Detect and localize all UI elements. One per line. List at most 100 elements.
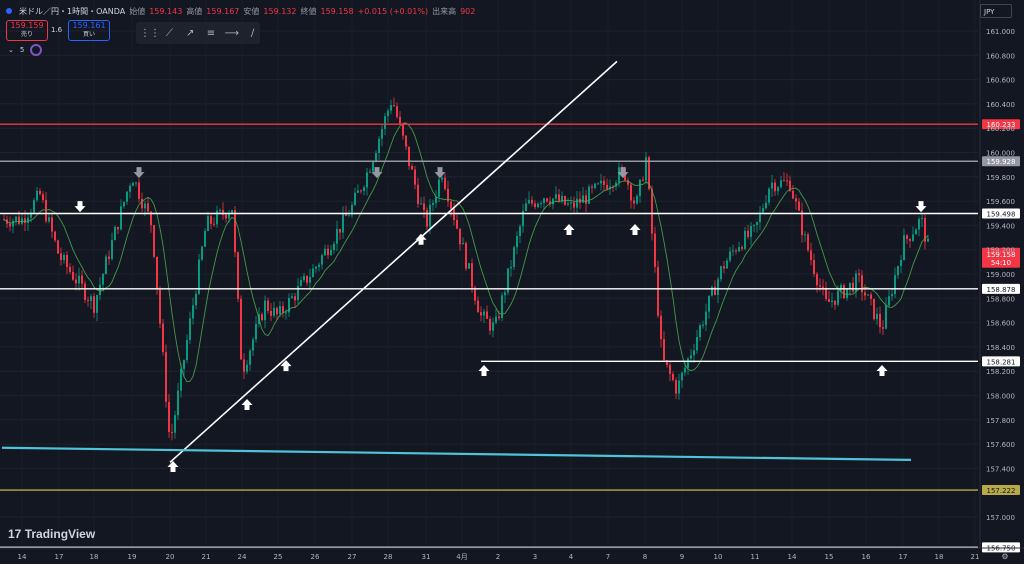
candle [573,196,575,213]
candle [69,263,71,275]
x-tick-label: 7 [606,553,610,561]
candle [858,268,860,283]
candle [162,319,164,356]
indicator-icon[interactable] [30,44,43,56]
x-tick-label: 4 [569,553,574,561]
trendline [169,60,618,463]
candle [672,371,674,382]
candle [312,264,314,278]
candle [306,275,308,286]
candle [369,168,371,174]
candle [138,178,140,203]
y-tick-label: 159.800 [986,174,1015,182]
candle [372,160,374,175]
extended-line-icon[interactable]: ∕ [250,27,255,39]
candle [708,295,710,319]
candle [180,363,182,398]
sell-button[interactable]: 159.159 売り [6,20,48,41]
candle [687,357,689,375]
candle [363,185,365,196]
candle [192,297,194,325]
candle [243,353,245,379]
candle [15,215,17,226]
x-tick-label: 3 [533,553,537,561]
chart-grid [0,30,978,518]
candle [552,197,554,210]
level-badge [982,356,1020,367]
tradingview-logo: 17 TradingView [8,527,95,541]
candle [225,213,227,223]
candle [642,176,644,182]
candle [96,294,98,322]
time-axis: 14 17 18 19 20 21 24 25 26 27 28 31 4月 2 3 4 7 8 9 10 11 14 15… [0,547,1024,561]
buy-price: 159.161 [72,21,106,30]
candle [273,301,275,319]
candle [522,203,524,233]
drag-handle-icon[interactable]: ⋮⋮ [140,27,160,39]
candle [765,195,767,211]
candle [507,268,509,296]
candle [726,258,728,269]
candle [261,312,263,322]
candle [588,184,590,205]
x-tick-label: 28 [384,553,393,561]
candlestick-series [3,97,929,441]
candle [45,192,47,224]
candle [807,232,809,253]
x-tick-label: 4月 [456,553,467,561]
candle [501,292,503,322]
x-tick-label: 11 [751,553,760,561]
x-tick-label: 17 [899,553,908,561]
candle [210,214,212,230]
candle [339,228,341,240]
candle [483,308,485,323]
candle [33,197,35,214]
y-tick-label: 157.800 [986,417,1015,425]
volume-label: 出来高 [432,6,457,16]
candle [867,294,869,296]
collapse-chevron-icon[interactable]: ⌄ [8,46,14,54]
candle [447,180,449,207]
candle [168,394,170,438]
candle [777,185,779,196]
x-tick-label: 27 [348,553,357,561]
candle [603,176,605,191]
symbol-title[interactable]: 米ドル／円・1時間・OANDA [19,6,126,16]
change-value: +0.015 (+0.01%) [357,6,429,16]
trendline-icon[interactable]: ⟋ [165,27,173,39]
parallel-channel-icon[interactable]: ≡ [206,27,216,39]
candle [795,194,797,210]
candle [609,179,611,195]
candle [870,292,872,306]
down-arrow-icon [371,167,383,179]
candle [267,297,269,314]
buy-button[interactable]: 159.161 買い [68,20,110,41]
candle [237,251,239,303]
candle [246,360,248,375]
candle [186,334,188,364]
candle [420,196,422,205]
candle [543,197,545,209]
candle [222,202,224,220]
y-tick-label: 158.400 [986,344,1015,352]
horizontal-ray-icon[interactable]: ⟶ [224,27,239,39]
candle [240,295,242,360]
currency-selector[interactable]: JPY [980,4,1012,18]
candle [333,241,335,254]
candle [852,277,854,294]
high-value: 159.167 [206,6,240,16]
candle [639,178,641,203]
settings-gear-icon[interactable]: ⚙ [1001,552,1008,561]
x-tick-label: 20 [166,553,175,561]
ray-icon[interactable]: ↗ [186,27,195,39]
candle [480,306,482,322]
candle [48,213,50,224]
candle [9,216,11,232]
candle [174,410,176,439]
candle [411,163,413,170]
up-arrow-icon [629,224,641,236]
symbol-header: 米ドル／円・1時間・OANDA 始値 159.143 高値 159.167 安値 15… [6,4,475,18]
candle [693,343,695,364]
x-tick-label: 15 [825,553,834,561]
